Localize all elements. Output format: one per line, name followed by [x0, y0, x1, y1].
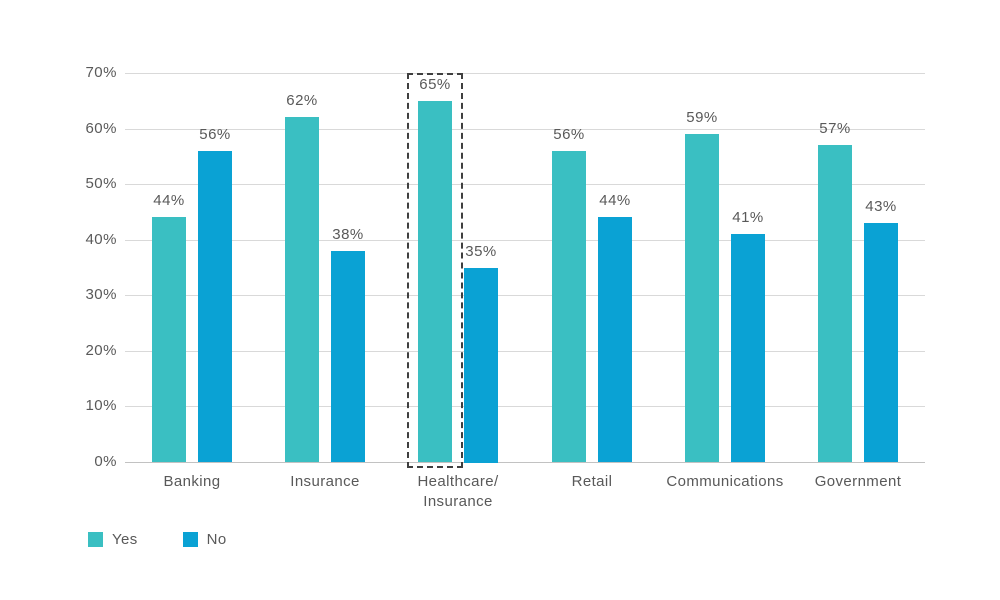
bar-yes-retail [552, 151, 586, 462]
bar-value-label: 44% [599, 192, 631, 209]
category-label: Government [814, 473, 902, 490]
bar-value-label: 57% [819, 120, 851, 137]
bar-no-government [864, 223, 898, 462]
y-tick-label: 40% [85, 231, 117, 248]
category-label: Healthcare/ Insurance [417, 473, 499, 510]
gridline [125, 406, 925, 407]
y-tick-label: 60% [85, 120, 117, 137]
bar-no-communications [731, 234, 765, 462]
bar-value-label: 44% [153, 192, 185, 209]
bar-value-label: 41% [732, 209, 764, 226]
category-label: Retail [571, 473, 613, 490]
bar-yes-healthcare--insurance [418, 101, 452, 462]
bar-yes-banking [152, 217, 186, 462]
gridline [125, 73, 925, 74]
y-tick-label: 20% [85, 342, 117, 359]
bar-yes-government [818, 145, 852, 462]
legend-label: Yes [112, 531, 138, 548]
legend-swatch-yes [88, 532, 103, 547]
category-label: Banking [163, 473, 221, 490]
y-tick-label: 50% [85, 175, 117, 192]
y-tick-label: 30% [85, 286, 117, 303]
bar-no-insurance [331, 251, 365, 462]
bar-yes-communications [685, 134, 719, 462]
bar-value-label: 56% [553, 126, 585, 143]
legend-swatch-no [182, 532, 198, 547]
bar-no-healthcare--insurance [464, 268, 498, 463]
bar-value-label: 59% [686, 109, 718, 126]
gridline [125, 184, 925, 185]
category-label: Insurance [290, 473, 360, 490]
bar-yes-insurance [285, 117, 319, 462]
gridline [125, 240, 925, 241]
bar-no-banking [198, 151, 232, 462]
y-tick-label: 10% [85, 397, 117, 414]
legend-label: No [206, 531, 227, 548]
bar-value-label: 38% [332, 226, 364, 243]
x-axis-line [125, 462, 925, 463]
bar-value-label: 35% [465, 243, 497, 260]
bar-value-label: 62% [286, 92, 318, 109]
y-tick-label: 0% [94, 453, 117, 470]
gridline [125, 129, 925, 130]
gridline [125, 295, 925, 296]
bar-no-retail [598, 217, 632, 462]
gridline [125, 351, 925, 352]
category-label: Communications [666, 473, 784, 490]
bar-value-label: 65% [419, 76, 451, 93]
bar-value-label: 56% [199, 126, 231, 143]
legend: Yes No [88, 531, 227, 548]
legend-entry-no: No [182, 531, 227, 548]
bar-value-label: 43% [865, 198, 897, 215]
highlight-dashed-box [407, 73, 463, 468]
y-tick-label: 70% [85, 64, 117, 81]
legend-entry-yes: Yes [88, 531, 138, 548]
